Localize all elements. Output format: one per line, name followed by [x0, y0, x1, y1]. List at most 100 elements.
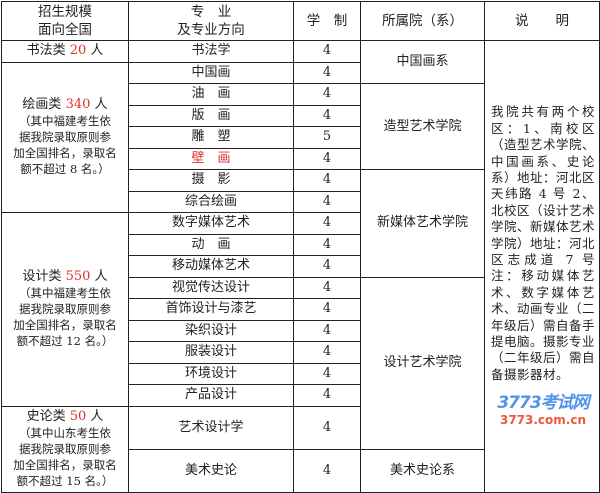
- header-row: 招生规模 面向全国 专 业及专业方向 学 制 所属院（系） 说 明: [1, 1, 600, 41]
- scale-group-cell: 设计类 550 人（其中福建考生依 据我院录取原则参 加全国排名，录取名 额不超过 1…: [1, 212, 129, 407]
- scale-group-title: 绘画类 340 人: [2, 97, 128, 113]
- major-name: 视觉传达设计: [128, 276, 294, 299]
- years-value: 4: [293, 448, 361, 493]
- group-unit: 人: [90, 43, 104, 59]
- years-value: 4: [293, 61, 361, 84]
- major-name: 版 画: [128, 104, 294, 127]
- scale-group-title: 书法类 20 人: [2, 43, 128, 59]
- group-note-line: （其中山东考生依: [19, 426, 111, 440]
- years-value: 4: [293, 362, 361, 385]
- scale-group-cell: 史论类 50 人（其中山东考生依 据我院录取原则参 加全国排名，录取名 额不超过 15…: [1, 405, 129, 493]
- major-name: 数字媒体艺术: [128, 212, 294, 235]
- years-value: 4: [293, 384, 361, 407]
- table-row: 环境设计 4: [2, 362, 600, 385]
- group-note-line: 加全国排名，录取名: [13, 318, 117, 333]
- years-value: 4: [293, 147, 361, 170]
- institute-name: 中国画系: [360, 40, 485, 84]
- group-count: 20: [69, 43, 87, 59]
- header-major-line: 及专业方向: [177, 22, 245, 38]
- table-row: 绘画类 340 人（其中福建考生依 据我院录取原则参 加全国排名，录取名 额不超过 8…: [1, 61, 600, 213]
- years-value: 4: [293, 212, 361, 235]
- years-value: 4: [293, 319, 361, 342]
- major-name: 中国画: [128, 61, 294, 84]
- group-note: （其中福建考生依 据我院录取原则参 加全国排名，录取名 额不超过 12 名。）: [2, 285, 128, 349]
- major-name: 环境设计: [128, 362, 294, 385]
- major-name: 产品设计: [128, 384, 294, 407]
- scale-group-cell: 书法类 20 人: [1, 40, 129, 63]
- group-unit: 人: [94, 97, 108, 113]
- major-name: 艺术设计学: [128, 405, 294, 450]
- table-row: 设计类 550 人（其中福建考生依 据我院录取原则参 加全国排名，录取名 额不超过 1…: [1, 212, 600, 407]
- table-row: 移动媒体艺术 4: [2, 255, 600, 278]
- years-value: 4: [293, 298, 361, 321]
- years-value: 4: [293, 169, 361, 192]
- group-note-line: （其中福建考生依: [19, 286, 111, 301]
- institute-name: 美术史论系: [360, 448, 485, 493]
- table-row: 染织设计 4: [2, 319, 600, 342]
- table-row: 视觉传达设计 4 设计艺术学院: [2, 276, 600, 450]
- header-years: 学 制: [293, 1, 361, 41]
- major-name: 壁 画: [128, 147, 294, 170]
- scale-group-title: 设计类 550 人: [2, 269, 128, 285]
- years-value: 4: [293, 40, 361, 63]
- major-name: 移动媒体艺术: [128, 255, 294, 278]
- group-note-line: 加全国排名，录取名: [13, 458, 117, 472]
- group-note: （其中福建考生依 据我院录取原则参 加全国排名，录取名 额不超过 8 名。）: [2, 113, 128, 177]
- group-count: 550: [65, 269, 91, 285]
- major-name: 油 画: [128, 83, 294, 106]
- group-label: 设计类: [22, 269, 62, 285]
- note-cell: 我院共有两个校区：1、南校区（造型艺术学院、中国画系、史论系）地址：河北区天纬路…: [484, 40, 600, 493]
- group-unit: 人: [94, 269, 108, 285]
- group-note-line: 据我院录取原则参: [19, 302, 111, 317]
- table-row: 书法类 20 人书法学 4 中国画系 我院共有两个校区：1、南校区（造型艺术学院、中国…: [1, 40, 600, 493]
- watermark-logo: 3773考试网 3773.com.cn: [491, 393, 595, 428]
- group-label: 史论类: [26, 409, 66, 424]
- table-row: 史论类 50 人（其中山东考生依 据我院录取原则参 加全国排名，录取名 额不超过 15…: [1, 405, 600, 493]
- group-note-line: 据我院录取原则参: [19, 130, 111, 145]
- institute-name: 设计艺术学院: [360, 276, 485, 450]
- institute-name: 新媒体艺术学院: [360, 169, 485, 278]
- years-value: 4: [293, 190, 361, 213]
- scale-group-title: 史论类 50 人: [2, 409, 128, 425]
- watermark-logo-text: 3773考试网: [497, 393, 589, 414]
- header-note: 说 明: [484, 1, 600, 41]
- years-value: 4: [293, 276, 361, 299]
- header-major-line: 专 业: [190, 4, 232, 20]
- group-note-line: 据我院录取原则参: [19, 442, 111, 456]
- group-note: （其中山东考生依 据我院录取原则参 加全国排名，录取名 额不超过 15 名。）: [2, 425, 128, 489]
- table-row: 油 画 4 造型艺术学院: [2, 83, 600, 170]
- table-row: 美术史论 4 美术史论系: [2, 448, 600, 493]
- major-name: 服装设计: [128, 341, 294, 364]
- major-name: 美术史论: [128, 448, 294, 493]
- group-note-line: 加全国排名，录取名: [13, 146, 117, 161]
- major-name: 首饰设计与漆艺: [128, 298, 294, 321]
- major-name: 雕 塑: [128, 126, 294, 149]
- group-note-line: 额不超过 8 名。）: [20, 162, 110, 177]
- group-note-line: 额不超过 12 名。）: [16, 334, 114, 349]
- years-value: 4: [293, 405, 361, 450]
- years-value: 4: [293, 104, 361, 127]
- years-value: 4: [293, 255, 361, 278]
- header-scale: 招生规模 面向全国: [1, 1, 129, 41]
- group-unit: 人: [90, 409, 104, 424]
- group-note-line: （其中福建考生依: [19, 114, 111, 129]
- major-name: 摄 影: [128, 169, 294, 192]
- major-name: 动 画: [128, 233, 294, 256]
- institute-name: 造型艺术学院: [360, 83, 485, 170]
- group-count: 50: [69, 409, 87, 424]
- table-row: 摄 影 4 新媒体艺术学院: [2, 169, 600, 278]
- years-value: 5: [293, 126, 361, 149]
- header-institute: 所属院（系）: [360, 1, 485, 41]
- group-note-line: 额不超过 15 名。）: [16, 474, 114, 488]
- major-name: 书法学: [128, 40, 294, 63]
- group-label: 绘画类: [22, 97, 62, 113]
- group-count: 340: [65, 97, 91, 113]
- major-name: 染织设计: [128, 319, 294, 342]
- header-major: 专 业及专业方向: [128, 1, 294, 41]
- years-value: 4: [293, 341, 361, 364]
- group-label: 书法类: [26, 43, 66, 59]
- scale-group-cell: 绘画类 340 人（其中福建考生依 据我院录取原则参 加全国排名，录取名 额不超过 8…: [1, 61, 129, 213]
